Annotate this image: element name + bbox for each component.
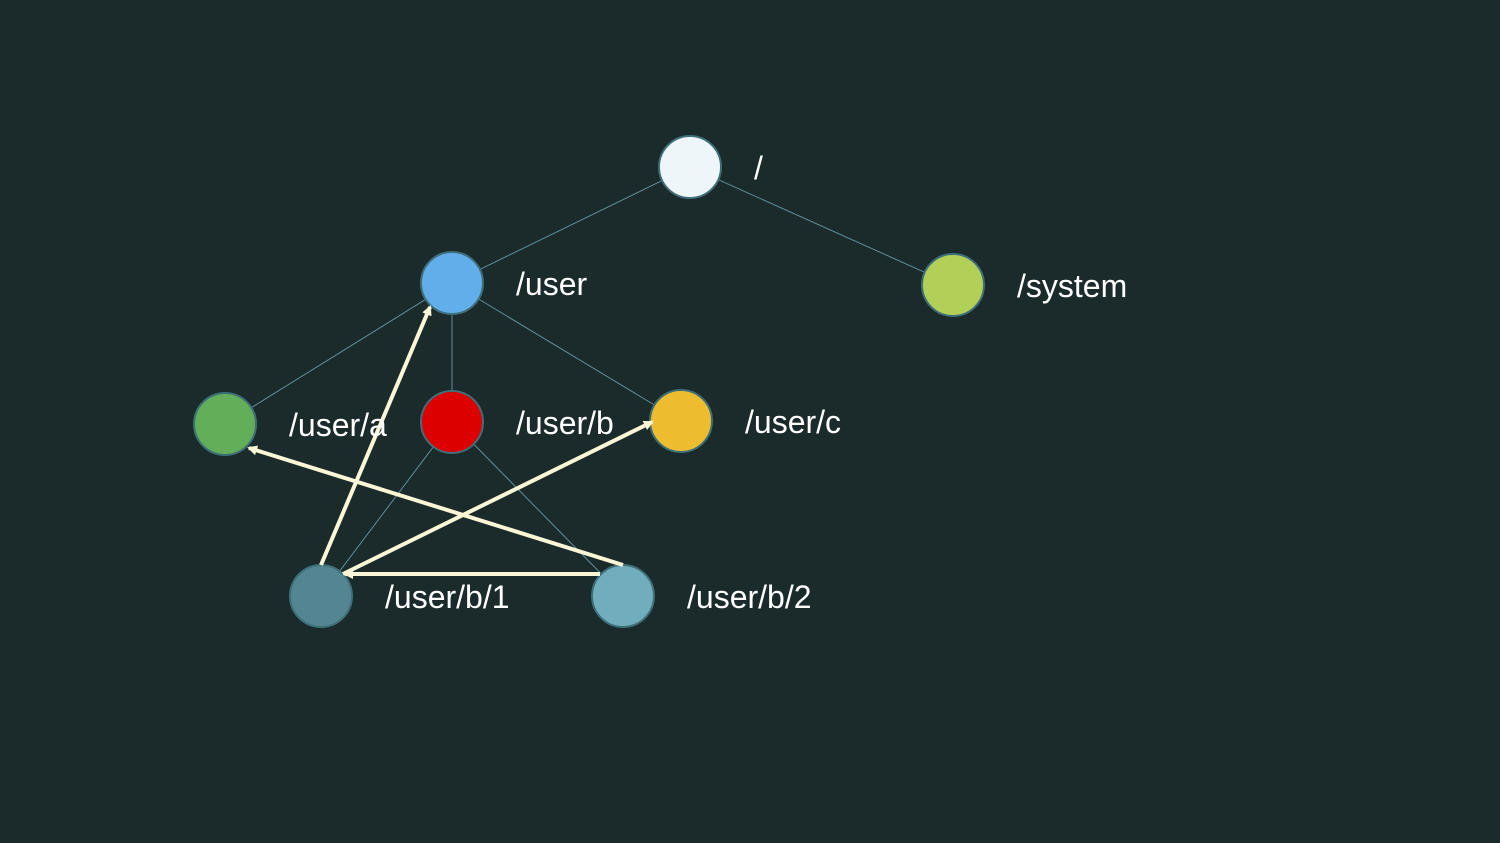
reference-arrow-user-b-1-to-user [319, 305, 432, 566]
tree-edge-root-to-user [479, 180, 663, 270]
node-label-user-a: /user/a [289, 407, 387, 443]
tree-edge-user-to-user-c [478, 298, 655, 406]
tree-edge-user-b-to-user-b-1 [339, 446, 434, 572]
node-label-user-b-2: /user/b/2 [687, 579, 812, 615]
node-system [921, 253, 985, 317]
node-user-b-2 [591, 564, 655, 628]
node-label-system: /system [1017, 268, 1127, 304]
node-user-b-1 [289, 564, 353, 628]
node-label-root: / [754, 150, 763, 186]
node-root [658, 135, 722, 199]
tree-edge-root-to-system [718, 179, 925, 273]
tree-edge-user-to-user-a [251, 298, 426, 409]
node-user-a [193, 392, 257, 456]
node-user-b [420, 390, 484, 454]
tree-edge-user-b-to-user-b-2 [473, 443, 602, 575]
tree-nodes [193, 135, 985, 628]
node-label-user-b: /user/b [516, 405, 614, 441]
reference-arrow-user-b-1-to-user-c [342, 420, 654, 576]
node-label-user-b-1: /user/b/1 [385, 579, 510, 615]
node-labels: / /user/system/user/a/user/b/user/c/user/… [289, 150, 1127, 615]
node-label-user-c: /user/c [745, 404, 841, 440]
node-user [420, 251, 484, 315]
node-label-user: /user [516, 266, 587, 302]
tree-edges [251, 179, 925, 575]
node-user-c [649, 389, 713, 453]
reference-arrows [247, 305, 654, 579]
reference-arrow-user-b-2-to-user-a [247, 445, 624, 567]
